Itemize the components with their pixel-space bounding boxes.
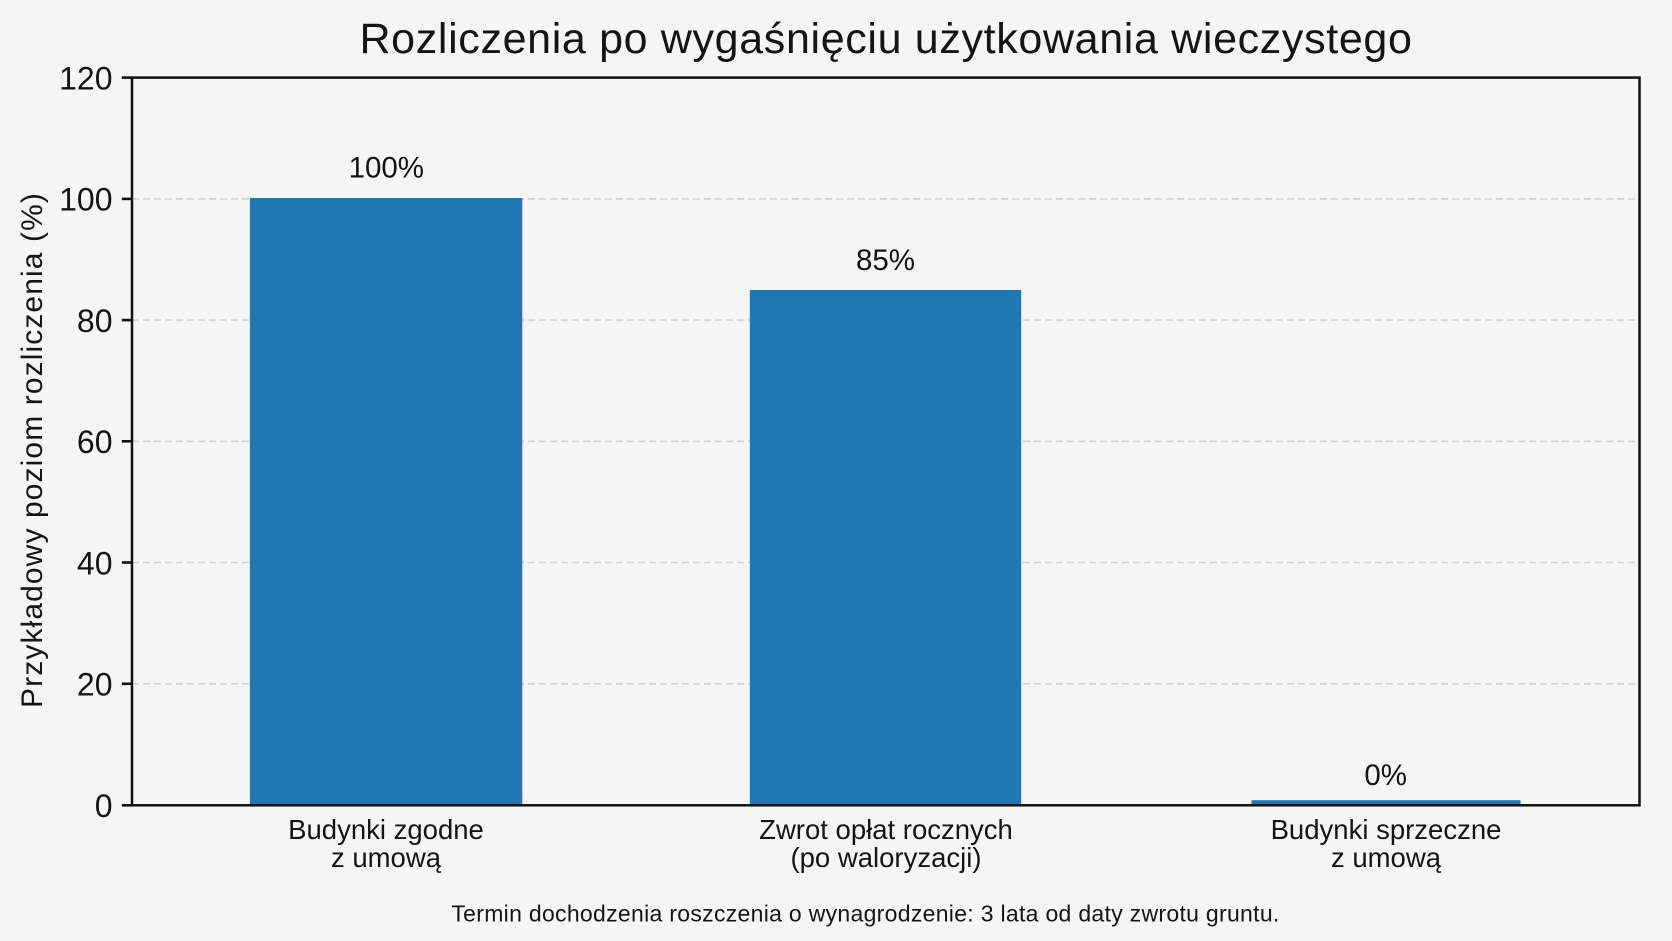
svg-text:Budynki sprzeczne: Budynki sprzeczne bbox=[1271, 814, 1502, 845]
svg-text:0%: 0% bbox=[1364, 759, 1407, 792]
svg-text:z umową: z umową bbox=[331, 842, 442, 873]
svg-text:Termin dochodzenia roszczenia: Termin dochodzenia roszczenia o wynagrod… bbox=[451, 901, 1279, 927]
svg-text:20: 20 bbox=[77, 667, 113, 703]
svg-text:100%: 100% bbox=[349, 152, 424, 185]
svg-text:Budynki zgodne: Budynki zgodne bbox=[288, 814, 484, 845]
svg-text:85%: 85% bbox=[856, 244, 915, 277]
svg-text:0: 0 bbox=[95, 788, 113, 824]
svg-text:60: 60 bbox=[77, 424, 113, 460]
svg-text:(po waloryzacji): (po waloryzacji) bbox=[790, 842, 981, 873]
svg-text:Zwrot opłat rocznych: Zwrot opłat rocznych bbox=[759, 814, 1013, 845]
svg-text:120: 120 bbox=[59, 60, 112, 96]
svg-text:40: 40 bbox=[77, 545, 113, 581]
svg-text:80: 80 bbox=[77, 303, 113, 339]
svg-text:100: 100 bbox=[59, 182, 112, 218]
svg-text:Przykładowy poziom rozliczenia: Przykładowy poziom rozliczenia (%) bbox=[16, 192, 49, 708]
svg-text:Rozliczenia po wygaśnięciu uży: Rozliczenia po wygaśnięciu użytkowania w… bbox=[359, 15, 1412, 63]
svg-text:z umową: z umową bbox=[1331, 842, 1442, 873]
